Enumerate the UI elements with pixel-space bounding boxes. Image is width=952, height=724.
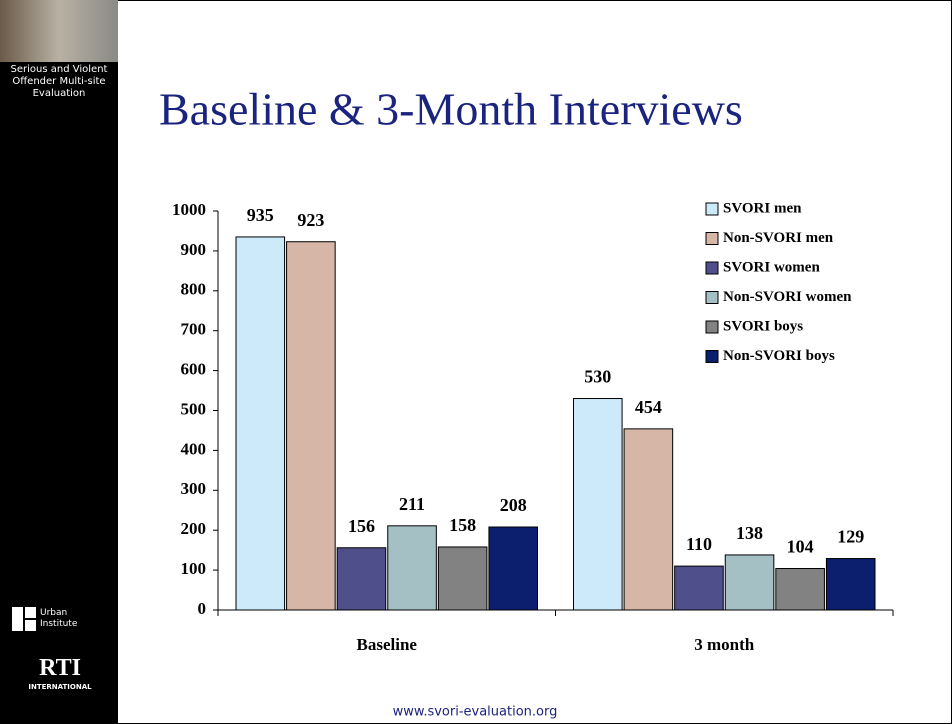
bar <box>337 548 386 610</box>
legend-swatch <box>706 321 718 333</box>
value-label: 530 <box>584 367 611 387</box>
bar <box>287 242 336 610</box>
value-label: 454 <box>635 397 662 417</box>
rti-logo: RTI <box>10 655 110 682</box>
slide-title: Baseline & 3-Month Interviews <box>159 84 743 135</box>
y-tick-label: 100 <box>181 559 207 578</box>
legend-swatch <box>706 262 718 274</box>
x-tick-label: Baseline <box>357 635 418 654</box>
legend-label: SVORI boys <box>723 318 803 334</box>
legend-label: SVORI women <box>723 259 820 275</box>
value-label: 138 <box>736 523 763 543</box>
value-label: 158 <box>449 515 476 535</box>
y-tick-label: 200 <box>181 519 207 538</box>
legend-swatch <box>706 233 718 245</box>
urban-logo-text: Urban Institute <box>40 608 100 630</box>
legend-swatch <box>706 351 718 363</box>
y-tick-label: 600 <box>181 360 207 379</box>
legend-label: Non-SVORI women <box>723 289 852 305</box>
footer: www.svori-evaluation.org <box>393 705 558 720</box>
bar <box>388 526 437 610</box>
chart: Baseline & 3-Month Interviews www.svori-… <box>0 0 952 724</box>
slide: Baseline & 3-Month Interviews www.svori-… <box>0 0 952 724</box>
y-tick-label: 900 <box>181 240 207 259</box>
bar <box>826 559 875 610</box>
legend-label: Non-SVORI boys <box>723 348 835 364</box>
y-tick-label: 500 <box>181 399 207 418</box>
bar <box>574 399 623 610</box>
value-label: 935 <box>247 205 274 225</box>
legend-swatch <box>706 203 718 215</box>
sidebar-photo <box>0 0 118 62</box>
legend-label: SVORI men <box>723 200 802 216</box>
bar <box>776 569 825 610</box>
value-label: 129 <box>837 527 864 547</box>
rti-logo-sub: INTERNATIONAL <box>10 683 110 691</box>
y-tick-label: 700 <box>181 320 207 339</box>
y-tick-label: 400 <box>181 439 207 458</box>
x-tick-label: 3 month <box>694 635 755 654</box>
bar <box>675 566 724 610</box>
legend-swatch <box>706 292 718 304</box>
legend-label: Non-SVORI men <box>723 230 834 246</box>
y-tick-label: 1000 <box>172 200 206 219</box>
bar <box>438 547 487 610</box>
bar <box>236 237 285 610</box>
bar <box>489 527 538 610</box>
y-tick-label: 300 <box>181 479 207 498</box>
value-label: 923 <box>297 210 324 230</box>
y-tick-label: 800 <box>181 280 207 299</box>
value-label: 110 <box>686 534 712 554</box>
sidebar-project: Serious and Violent Offender Multi-site … <box>4 64 114 100</box>
y-tick-label: 0 <box>198 599 207 618</box>
value-label: 156 <box>348 516 375 536</box>
value-label: 211 <box>399 494 425 514</box>
value-label: 208 <box>500 495 527 515</box>
bar <box>725 555 774 610</box>
value-label: 104 <box>787 537 814 557</box>
bar <box>624 429 673 610</box>
